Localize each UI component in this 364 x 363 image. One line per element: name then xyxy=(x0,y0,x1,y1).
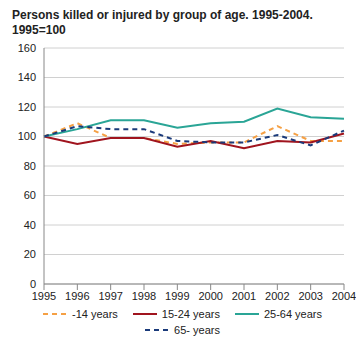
svg-text:1995: 1995 xyxy=(32,290,56,302)
svg-text:1998: 1998 xyxy=(132,290,156,302)
svg-text:60: 60 xyxy=(24,189,36,201)
svg-text:160: 160 xyxy=(18,42,36,54)
svg-text:120: 120 xyxy=(18,101,36,113)
html-text:1995=100: 1995=100 xyxy=(12,23,66,37)
svg-text:40: 40 xyxy=(24,219,36,231)
svg-text:2004: 2004 xyxy=(332,290,356,302)
svg-text:1996: 1996 xyxy=(65,290,89,302)
svg-text:80: 80 xyxy=(24,160,36,172)
svg-text:2000: 2000 xyxy=(198,290,222,302)
html-text:65- years: 65- years xyxy=(174,324,220,336)
svg-text:2003: 2003 xyxy=(298,290,322,302)
svg-text:140: 140 xyxy=(18,71,36,83)
svg-text:0: 0 xyxy=(30,278,36,290)
html-text:25-64 years: 25-64 years xyxy=(263,308,322,320)
svg-text:2002: 2002 xyxy=(265,290,289,302)
svg-text:1999: 1999 xyxy=(165,290,189,302)
svg-text:2001: 2001 xyxy=(232,290,256,302)
html-text:Persons killed or injured by g: Persons killed or injured by group of ag… xyxy=(12,8,313,22)
svg-text:20: 20 xyxy=(24,248,36,260)
html-text:-14 years: -14 years xyxy=(72,308,118,320)
svg-text:100: 100 xyxy=(18,130,36,142)
html-text:15-24 years: 15-24 years xyxy=(161,308,220,320)
svg-text:1997: 1997 xyxy=(98,290,122,302)
